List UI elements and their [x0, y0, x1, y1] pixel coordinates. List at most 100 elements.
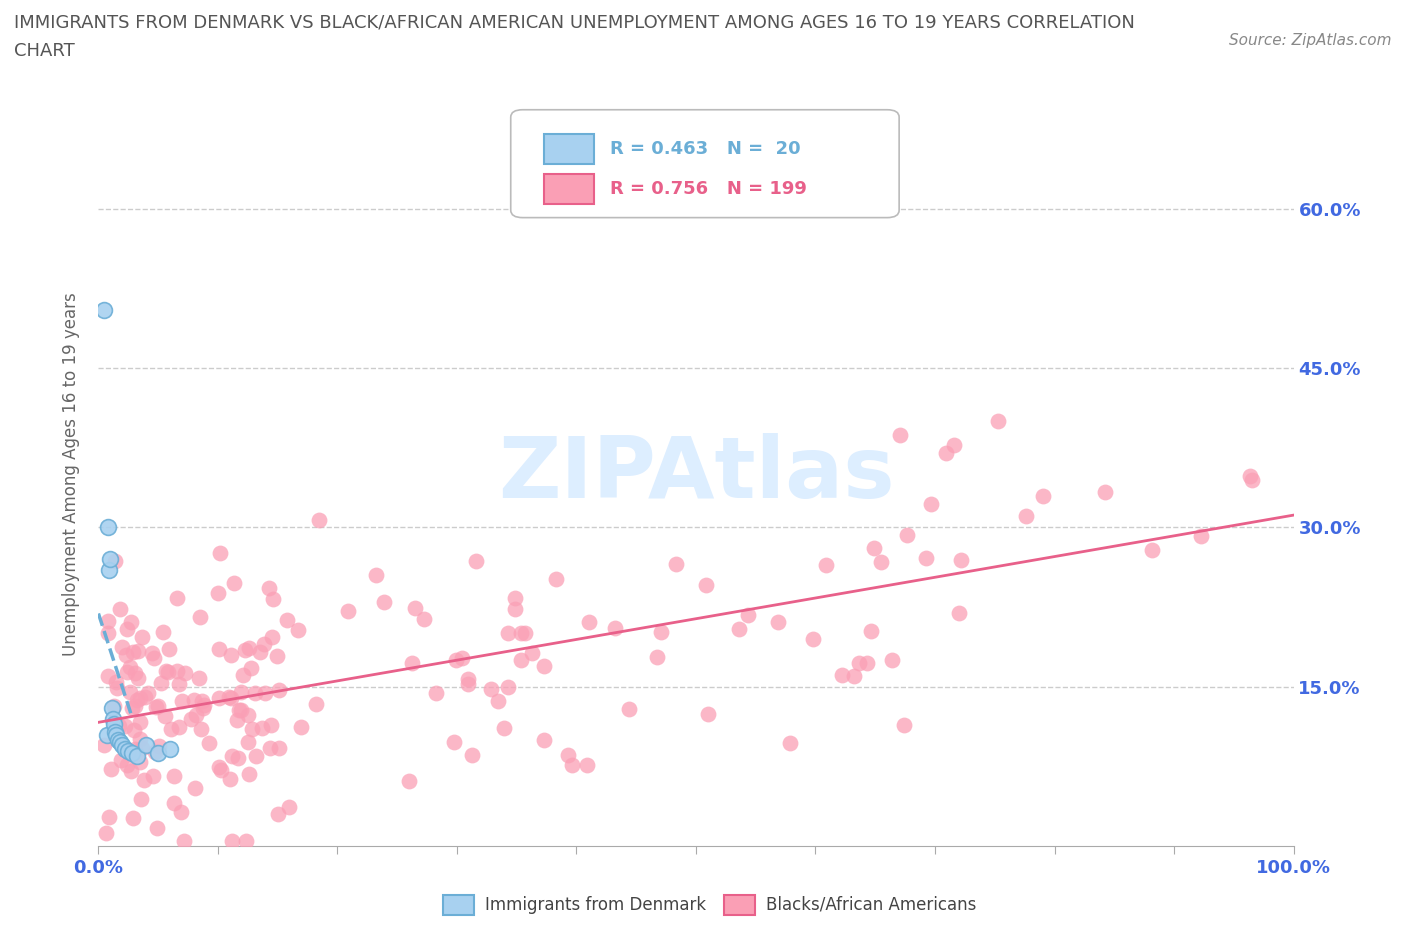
Point — [915, 551, 938, 565]
Point — [561, 758, 583, 773]
Point — [101, 711, 124, 726]
Point — [492, 721, 515, 736]
Point — [869, 554, 891, 569]
Point — [228, 703, 250, 718]
Point — [163, 796, 186, 811]
Point — [142, 651, 165, 666]
Point — [193, 698, 215, 712]
FancyBboxPatch shape — [544, 134, 595, 164]
Point — [118, 660, 141, 675]
Point — [93, 738, 115, 753]
Point — [226, 751, 249, 765]
Point — [96, 727, 118, 742]
Point — [208, 759, 231, 774]
Point — [183, 781, 205, 796]
Point — [235, 643, 257, 658]
Point — [207, 586, 229, 601]
Point — [148, 739, 170, 754]
Point — [115, 757, 138, 772]
Point — [257, 581, 280, 596]
Point — [522, 645, 544, 660]
Point — [544, 571, 567, 586]
Point — [103, 698, 125, 713]
Point — [173, 833, 195, 848]
Point — [446, 653, 468, 668]
Point — [117, 743, 139, 758]
Point — [105, 681, 128, 696]
Point — [737, 607, 759, 622]
Point — [235, 833, 257, 848]
Point — [401, 656, 423, 671]
Point — [443, 735, 465, 750]
Point — [254, 685, 277, 700]
Point — [336, 604, 359, 618]
Point — [935, 445, 957, 460]
Text: Immigrants from Denmark: Immigrants from Denmark — [485, 896, 706, 914]
Point — [120, 615, 142, 630]
Point — [236, 735, 259, 750]
Point — [219, 647, 242, 662]
Point — [831, 668, 853, 683]
Point — [187, 671, 209, 685]
Point — [451, 651, 474, 666]
Point — [110, 752, 132, 767]
Point — [1239, 469, 1261, 484]
Point — [131, 630, 153, 644]
Point — [262, 591, 284, 606]
Bar — [724, 895, 755, 915]
FancyBboxPatch shape — [544, 175, 595, 205]
Point — [107, 733, 129, 748]
Point — [290, 719, 312, 734]
Point — [104, 724, 127, 739]
Point — [93, 302, 115, 317]
Point — [645, 649, 668, 664]
Point — [239, 660, 262, 675]
Point — [287, 623, 309, 638]
Point — [250, 720, 273, 735]
Point — [103, 717, 125, 732]
Point — [219, 772, 242, 787]
Point — [920, 497, 942, 512]
Point — [153, 709, 176, 724]
Point — [122, 644, 145, 659]
Point — [115, 647, 138, 662]
Point — [260, 718, 283, 733]
Bar — [443, 895, 474, 915]
Point — [605, 620, 627, 635]
Point — [425, 685, 447, 700]
Point — [121, 745, 143, 760]
Point — [665, 556, 688, 571]
Point — [253, 636, 276, 651]
Point — [150, 676, 173, 691]
Point — [134, 773, 156, 788]
Point — [127, 644, 149, 658]
Point — [148, 745, 170, 760]
Point — [575, 758, 598, 773]
Point — [170, 804, 193, 819]
Point — [366, 567, 388, 582]
Point — [166, 591, 188, 605]
Point — [125, 693, 148, 708]
Point — [842, 669, 865, 684]
Point — [122, 722, 145, 737]
Point — [464, 553, 486, 568]
Point — [950, 552, 973, 567]
Point — [510, 652, 533, 667]
Point — [896, 527, 918, 542]
Point — [114, 741, 136, 756]
Point — [1240, 472, 1263, 487]
Point — [503, 602, 526, 617]
Point — [404, 601, 426, 616]
Y-axis label: Unemployment Among Ages 16 to 19 years: Unemployment Among Ages 16 to 19 years — [62, 292, 80, 657]
Point — [218, 690, 240, 705]
Point — [97, 613, 120, 628]
Point — [238, 641, 260, 656]
Point — [135, 737, 157, 752]
Point — [124, 698, 146, 713]
Text: CHART: CHART — [14, 42, 75, 60]
Point — [893, 718, 915, 733]
Point — [695, 578, 717, 592]
Point — [209, 546, 232, 561]
Point — [496, 626, 519, 641]
Point — [260, 630, 283, 644]
